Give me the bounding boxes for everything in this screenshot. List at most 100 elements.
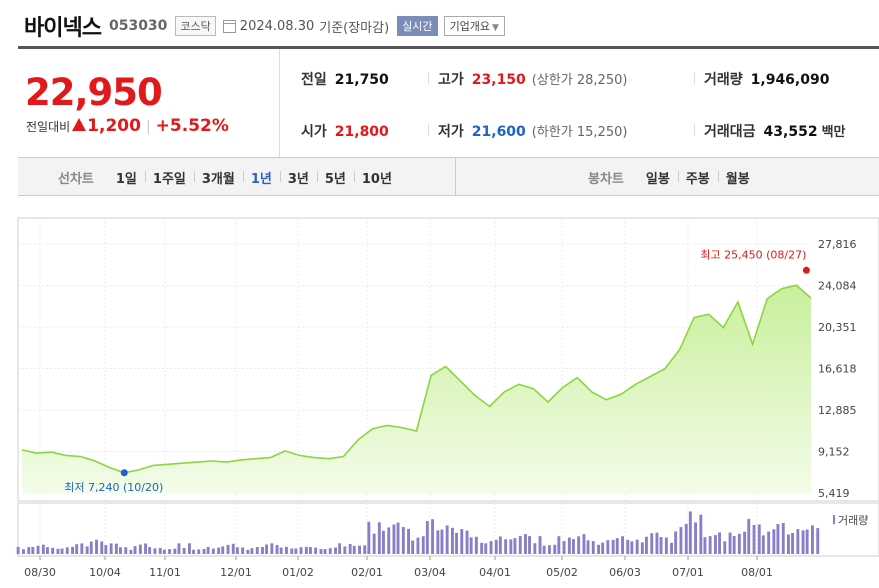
volume-bar <box>562 541 566 554</box>
max-point-marker <box>802 266 810 274</box>
volume-bar <box>138 544 142 554</box>
tab-daily[interactable]: 일봉 <box>645 171 670 187</box>
volume-bar <box>728 532 732 554</box>
stat-lower-limit: (하한가 15,250) <box>531 125 628 140</box>
y-tick-label: 9,152 <box>818 446 850 459</box>
volume-bar <box>109 543 113 554</box>
stock-header: 바이넥스 053030 코스닥 2024.08.30 기준(장마감) 실시간 기… <box>24 12 505 41</box>
volume-bar <box>670 542 673 554</box>
volume-bar <box>474 536 478 554</box>
volume-bar <box>158 547 162 554</box>
volume-bar <box>119 547 122 554</box>
volume-bar <box>392 524 396 554</box>
y-tick-label: 5,419 <box>818 487 850 500</box>
volume-bar <box>703 537 707 554</box>
volume-bar <box>640 542 644 554</box>
volume-bar <box>202 549 206 554</box>
calendar-icon <box>222 19 236 33</box>
x-tick-label: 01/02 <box>282 566 314 579</box>
stat-high: 고가 23,150 (상한가 28,250) <box>438 69 627 89</box>
tab-1d[interactable]: 1일 <box>115 171 137 187</box>
volume-bar <box>635 539 639 554</box>
stat-divider <box>428 124 429 136</box>
volume-bar <box>188 543 191 554</box>
stat-prev-label: 전일 <box>301 72 327 88</box>
stat-amount-value: 43,552 <box>763 124 818 140</box>
volume-bar <box>294 548 298 554</box>
tab-monthly[interactable]: 월봉 <box>717 168 758 187</box>
volume-bar <box>144 543 147 554</box>
tab-weekly[interactable]: 주봉 <box>677 168 718 187</box>
volume-bar <box>615 538 619 554</box>
volume-bar <box>723 541 727 554</box>
stat-low-label: 저가 <box>438 124 464 140</box>
volume-bar <box>801 530 805 554</box>
volume-bar <box>626 539 630 554</box>
volume-bar <box>796 529 800 554</box>
volume-bar <box>504 539 508 554</box>
volume-bar <box>498 536 502 554</box>
volume-bar <box>606 540 610 554</box>
volume-bar <box>761 535 765 554</box>
tab-3y[interactable]: 3년 <box>279 168 317 187</box>
volume-bar <box>153 548 157 554</box>
volume-bar <box>129 549 133 554</box>
volume-bar <box>348 543 352 554</box>
volume-bar <box>586 540 590 554</box>
volume-bar <box>343 546 347 554</box>
company-overview-dropdown[interactable]: 기업개요 ▼ <box>443 16 505 36</box>
volume-bar <box>377 522 381 554</box>
stat-divider <box>428 72 429 84</box>
tab-5y[interactable]: 5년 <box>316 168 354 187</box>
volume-bar <box>211 548 215 554</box>
volume-bar <box>71 546 74 554</box>
volume-bar <box>694 522 697 554</box>
volume-bar <box>241 547 245 554</box>
volume-bar <box>542 545 546 554</box>
x-tick-label: 07/01 <box>672 566 704 579</box>
tab-3m[interactable]: 3개월 <box>193 168 243 187</box>
volume-bar <box>489 541 493 554</box>
volume-bar <box>679 527 683 554</box>
volume-bar <box>177 543 181 554</box>
volume-bar <box>548 545 551 554</box>
volume-bar <box>732 536 736 554</box>
volume-bar <box>396 522 400 554</box>
x-tick-label: 11/01 <box>149 566 181 579</box>
volume-legend-label: 거래량 <box>838 514 868 527</box>
volume-bar <box>46 547 49 554</box>
change-amount: 1,200 <box>87 116 141 136</box>
stock-name: 바이넥스 <box>24 16 102 41</box>
volume-bar <box>747 518 751 554</box>
stat-amount: 거래대금 43,552 백만 <box>704 121 845 141</box>
volume-bar <box>538 536 542 554</box>
tabs-divider <box>455 158 456 196</box>
volume-bar <box>197 549 201 554</box>
line-chart-tabs: 선차트 1일 1주일 3개월 1년 3년 5년 10년 <box>58 158 400 196</box>
volume-bar <box>533 543 537 554</box>
volume-bar <box>484 543 488 554</box>
volume-bar <box>805 529 809 554</box>
realtime-button[interactable]: 실시간 <box>397 16 438 36</box>
volume-bar <box>80 543 84 554</box>
tab-1y[interactable]: 1년 <box>242 168 280 187</box>
x-tick-label: 02/01 <box>351 566 383 579</box>
volume-bar <box>718 532 721 554</box>
x-tick-label: 10/04 <box>89 566 121 579</box>
volume-bar <box>655 532 659 554</box>
volume-bar <box>27 547 31 554</box>
volume-bar <box>460 529 464 554</box>
change-label: 전일대비 <box>26 120 71 134</box>
volume-bar <box>509 539 513 554</box>
tab-10y[interactable]: 10년 <box>353 168 400 187</box>
volume-bar <box>221 546 225 554</box>
volume-bar <box>352 545 356 554</box>
volume-bar <box>645 536 648 554</box>
volume-bar <box>630 541 634 554</box>
stat-volume: 거래량 1,946,090 <box>704 69 829 89</box>
volume-bar <box>51 547 55 554</box>
up-triangle-icon <box>72 118 87 131</box>
price-line <box>21 284 812 474</box>
volume-bar <box>455 532 458 554</box>
tab-1w[interactable]: 1주일 <box>144 168 194 187</box>
